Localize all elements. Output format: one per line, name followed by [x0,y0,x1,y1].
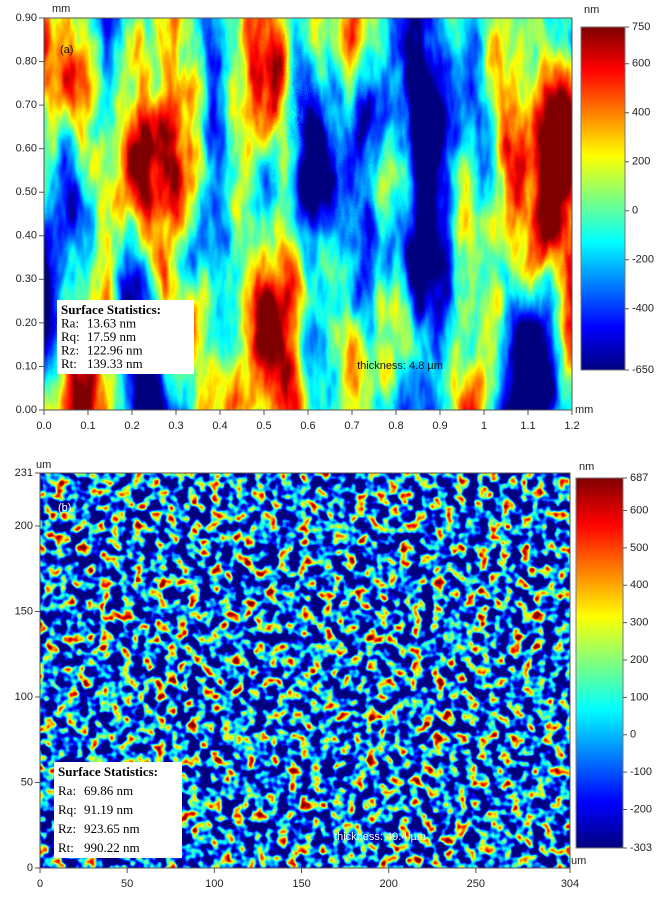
stats-key: Rt: [58,840,74,855]
colorbar-tick-label: 0 [630,729,636,741]
stats-value: 990.22 nm [84,840,140,855]
stats-key: Ra: [61,315,79,330]
colorbar-tick-label: -200 [632,254,654,266]
y-tick-label: 0.80 [16,55,37,67]
x-tick-label: 0 [37,878,43,890]
x-unit: um [571,855,586,867]
stats-title: Surface Statistics: [58,764,158,779]
colorbar-tick-label: 400 [630,579,648,591]
panel-label: (b) [58,502,71,514]
x-tick-label: 1 [481,420,487,432]
panel-label: (a) [60,44,73,56]
x-tick-label: 304 [561,878,579,890]
x-tick-label: 1.2 [564,420,579,432]
colorbar-tick-label: -650 [632,364,654,376]
x-tick-label: 1.1 [520,420,535,432]
stats-value: 13.63 nm [87,315,136,330]
stats-value: 91.19 nm [84,802,133,817]
colorbar-tick-label: 600 [632,58,650,70]
y-tick-label: 0.60 [16,143,37,155]
annotation: thickness: 4.8 µm [357,360,443,372]
stats-box [57,300,194,374]
y-tick-label: 0.00 [16,404,37,416]
y-tick-label: 50 [21,776,33,788]
x-tick-label: 0.8 [388,420,403,432]
x-tick-label: 250 [467,878,485,890]
colorbar-tick-label: 0 [632,205,638,217]
x-tick-label: 200 [380,878,398,890]
y-unit: um [36,459,51,471]
stats-value: 122.96 nm [87,342,143,357]
y-tick-label: 100 [15,691,33,703]
stats-box [54,762,182,858]
y-unit: mm [52,3,70,15]
colorbar-unit: nm [579,461,594,473]
colorbar-tick-label: -400 [632,303,654,315]
colorbar-tick-label: 100 [630,691,648,703]
colorbar-tick-label: 300 [630,617,648,629]
x-tick-label: 0.5 [256,420,271,432]
x-tick-label: 0.3 [168,420,183,432]
stats-title: Surface Statistics: [61,302,161,317]
colorbar-tick-label: -303 [630,842,652,854]
colorbar-tick-label: 600 [630,504,648,516]
plot-frame [39,472,571,869]
y-tick-label: 200 [15,520,33,532]
y-tick-label: 0 [27,862,33,874]
x-tick-label: 0.7 [344,420,359,432]
x-tick-label: 0.1 [80,420,95,432]
x-tick-label: 50 [121,878,133,890]
colorbar [580,26,626,371]
colorbar-unit: nm [584,4,599,16]
y-tick-label: 231 [15,467,33,479]
stats-value: 69.86 nm [84,783,133,798]
x-tick-label: 0.4 [212,420,227,432]
x-tick-label: 0.2 [124,420,139,432]
stats-value: 17.59 nm [87,329,136,344]
annotation: thickness: 49.4 µm [334,831,426,843]
stats-key: Rq: [61,329,80,344]
y-tick-label: 0.70 [16,99,37,111]
y-tick-label: 0.30 [16,273,37,285]
x-unit: mm [575,404,593,416]
y-tick-label: 0.90 [16,12,37,24]
stats-value: 923.65 nm [84,821,140,836]
stats-key: Rz: [58,821,76,836]
colorbar [575,477,624,849]
y-tick-label: 150 [15,605,33,617]
y-tick-label: 0.20 [16,317,37,329]
x-tick-label: 100 [205,878,223,890]
stats-key: Rt: [61,356,77,371]
colorbar-tick-label: 750 [632,21,650,33]
stats-key: Rz: [61,342,79,357]
x-tick-label: 0.6 [300,420,315,432]
colorbar-tick-label: -200 [630,803,652,815]
colorbar-tick-label: -100 [630,766,652,778]
y-tick-label: 0.50 [16,186,37,198]
colorbar-tick-label: 500 [630,542,648,554]
stats-value: 139.33 nm [87,356,143,371]
stats-key: Rq: [58,802,77,817]
x-tick-label: 0.9 [432,420,447,432]
y-tick-label: 0.40 [16,230,37,242]
stats-key: Ra: [58,783,76,798]
colorbar-tick-label: 200 [630,654,648,666]
colorbar-tick-label: 687 [630,472,648,484]
x-tick-label: 0.0 [36,420,51,432]
x-tick-label: 150 [292,878,310,890]
colorbar-tick-label: 200 [632,156,650,168]
y-tick-label: 0.10 [16,360,37,372]
colorbar-tick-label: 400 [632,107,650,119]
